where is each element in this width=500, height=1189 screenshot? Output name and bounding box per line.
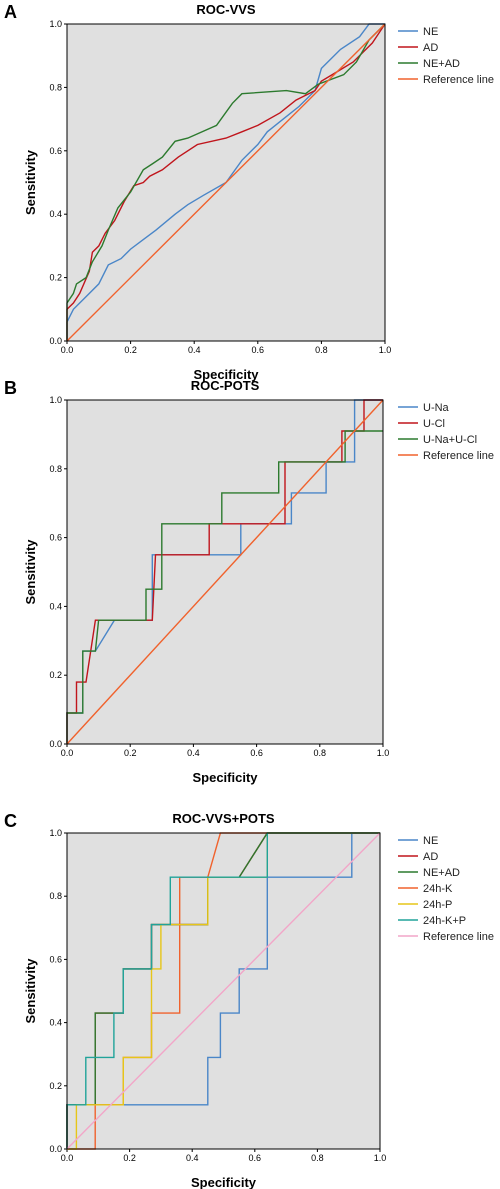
legend-label: 24h-K [423, 883, 453, 895]
legend-label: NE+AD [423, 58, 460, 70]
y-tick-label: 1.0 [49, 395, 62, 405]
x-tick-label: 0.4 [187, 748, 200, 758]
series-line-ne [66, 832, 380, 1149]
series-line-reference-line [66, 832, 381, 1150]
series-line-24h-k-p [66, 832, 380, 1149]
y-tick-label: 0.4 [49, 1018, 62, 1028]
y-tick-label: 0.8 [49, 891, 62, 901]
legend-label: U-Cl [423, 418, 445, 430]
y-tick-label: 1.0 [49, 828, 62, 838]
y-tick-label: 0.6 [49, 954, 62, 964]
y-tick-label: 0.4 [49, 209, 62, 219]
legend-label: NE [423, 835, 438, 847]
series-line-ne [66, 23, 385, 341]
x-tick-label: 0.0 [61, 748, 74, 758]
x-tick-label: 0.6 [252, 345, 265, 355]
series-line-reference-line [66, 23, 386, 342]
x-tick-label: 0.6 [250, 748, 263, 758]
x-tick-label: 0.8 [315, 345, 328, 355]
legend-label: AD [423, 851, 438, 863]
y-tick-label: 0.2 [49, 670, 62, 680]
legend-label: U-Na+U-Cl [423, 434, 477, 446]
legend-label: U-Na [423, 402, 450, 414]
panel-letter-A: A [4, 2, 17, 22]
x-tick-label: 0.4 [186, 1153, 199, 1163]
y-tick-label: 0.8 [49, 464, 62, 474]
legend-label: 24h-K+P [423, 915, 466, 927]
x-tick-label: 0.4 [188, 345, 201, 355]
panel-letter-C: C [4, 811, 17, 831]
legend-label: Reference line [423, 931, 494, 943]
y-tick-label: 0.4 [49, 601, 62, 611]
y-tick-label: 0.0 [49, 739, 62, 749]
legend-label: 24h-P [423, 899, 452, 911]
series-line-u-na-u-cl [66, 430, 383, 744]
y-tick-label: 0.6 [49, 533, 62, 543]
x-tick-label: 0.8 [311, 1153, 324, 1163]
y-tick-label: 0.8 [49, 82, 62, 92]
legend-label: Reference line [423, 74, 494, 86]
legend-label: NE [423, 26, 438, 38]
panel-letter-B: B [4, 378, 17, 398]
y-tick-label: 0.2 [49, 273, 62, 283]
y-tick-label: 0.0 [49, 1144, 62, 1154]
y-tick-label: 0.0 [49, 336, 62, 346]
legend-label: AD [423, 42, 438, 54]
y-tick-label: 1.0 [49, 19, 62, 29]
x-tick-label: 1.0 [379, 345, 392, 355]
y-axis-title-B: Sensitivity [23, 539, 38, 605]
y-tick-label: 0.2 [49, 1081, 62, 1091]
plot-frame-A [66, 23, 386, 342]
plot-frame-B [66, 399, 384, 745]
x-axis-title-C: Specificity [191, 1175, 257, 1189]
series-line-reference-line [66, 399, 384, 745]
x-tick-label: 0.0 [61, 1153, 74, 1163]
x-axis-title-A: Specificity [193, 367, 259, 382]
x-tick-label: 0.8 [314, 748, 327, 758]
series-line-ne-ad [66, 23, 386, 341]
y-axis-title-C: Sensitivity [23, 958, 38, 1024]
y-tick-label: 0.6 [49, 146, 62, 156]
chart-title-A: ROC-VVS [196, 2, 256, 17]
x-tick-label: 0.6 [249, 1153, 262, 1163]
x-tick-label: 0.2 [123, 1153, 136, 1163]
plot-frame-C [66, 832, 381, 1150]
x-tick-label: 0.0 [61, 345, 74, 355]
x-axis-title-B: Specificity [192, 770, 258, 785]
legend-label: Reference line [423, 450, 494, 462]
chart-title-B: ROC-POTS [191, 378, 260, 393]
x-tick-label: 0.2 [124, 748, 137, 758]
x-tick-label: 1.0 [374, 1153, 387, 1163]
chart-title-C: ROC-VVS+POTS [172, 811, 275, 826]
legend-label: NE+AD [423, 867, 460, 879]
x-tick-label: 0.2 [124, 345, 137, 355]
x-tick-label: 1.0 [377, 748, 390, 758]
y-axis-title-A: Sensitivity [23, 149, 38, 215]
